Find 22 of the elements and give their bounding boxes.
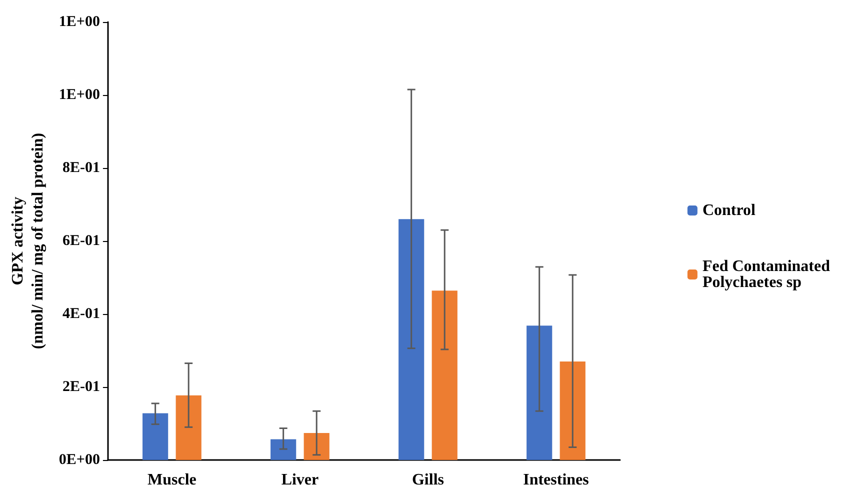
y-tick-label: 8E-01 [62, 160, 100, 176]
y-tick-label: 1E+00 [58, 14, 100, 30]
x-tick-label: Intestines [523, 472, 589, 488]
bar [270, 439, 296, 460]
bar [176, 395, 202, 460]
y-tick-label: 1E+00 [58, 87, 100, 103]
y-axis-title: GPX activity (nmol/ min/ mg of total protein) [10, 132, 46, 350]
bar [560, 361, 586, 460]
legend-label: Control [702, 202, 756, 219]
x-tick-label: Gills [412, 472, 444, 488]
bar [432, 290, 458, 460]
y-tick-label: 0E+00 [58, 452, 100, 468]
bar [526, 326, 552, 460]
legend-label: Fed Contaminated Polychaetes sp [702, 258, 830, 291]
bar [142, 413, 168, 460]
x-tick-label: Muscle [148, 472, 196, 488]
y-tick-label: 6E-01 [62, 233, 100, 249]
x-tick-label: Liver [281, 472, 319, 488]
bar [398, 219, 424, 460]
bar [304, 432, 330, 460]
y-tick-label: 2E-01 [62, 379, 100, 395]
y-tick-label: 4E-01 [62, 306, 100, 322]
